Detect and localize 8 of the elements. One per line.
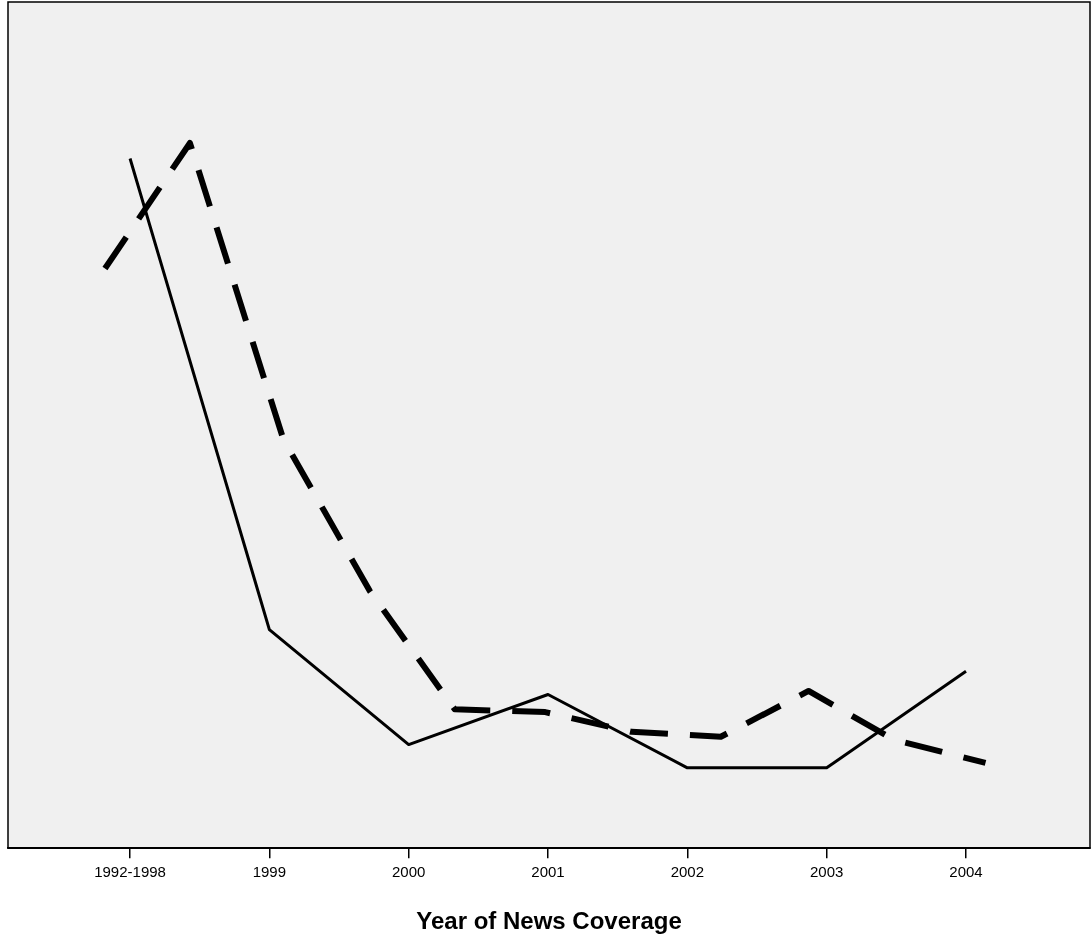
x-tick-label: 1999 [252,863,287,881]
x-tick-label: 2003 [809,863,844,881]
x-tick-label: 2001 [531,863,565,881]
x-tick-label: 2000 [392,863,426,881]
x-tick-label: 1992-1998 [94,863,166,881]
x-tick-label: 2002 [670,863,705,881]
x-axis-title: Year of News Coverage [416,907,682,935]
x-tick-label: 2004 [949,863,983,881]
